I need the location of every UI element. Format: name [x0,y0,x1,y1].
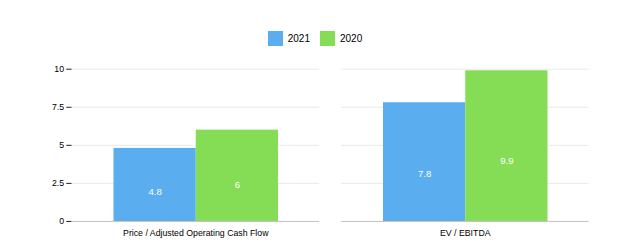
svg-text:4.8: 4.8 [148,186,161,197]
svg-text:2.5: 2.5 [52,178,64,188]
svg-text:9.9: 9.9 [500,155,513,166]
html-text:2021: 2021 [287,33,310,44]
svg-text:10: 10 [54,64,64,74]
svg-text:6: 6 [235,179,240,190]
svg-text:7.5: 7.5 [52,102,64,112]
html-text:2020: 2020 [340,33,363,44]
svg-text:EV / EBITDA: EV / EBITDA [440,228,491,238]
svg-text:Price / Adjusted Operating Cas: Price / Adjusted Operating Cash Flow [123,228,269,238]
svg-text:5: 5 [59,140,64,150]
svg-text:7.8: 7.8 [418,168,431,179]
svg-text:0: 0 [59,216,64,226]
